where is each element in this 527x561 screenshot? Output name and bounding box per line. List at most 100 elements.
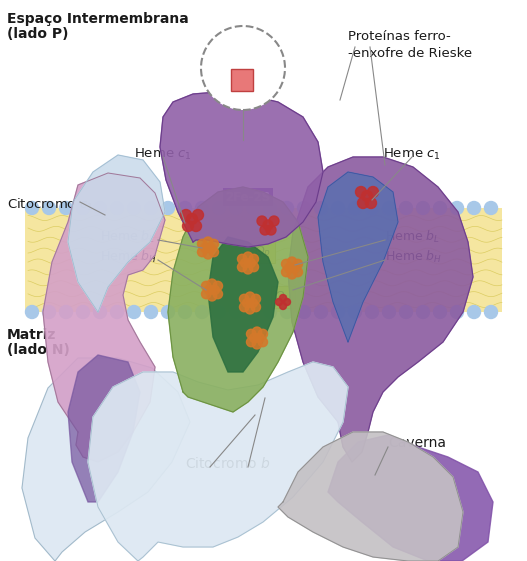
Circle shape — [280, 201, 294, 214]
Circle shape — [279, 302, 287, 310]
Circle shape — [76, 306, 90, 319]
Circle shape — [209, 240, 219, 249]
Circle shape — [209, 247, 219, 257]
Circle shape — [293, 268, 302, 277]
Circle shape — [210, 286, 219, 295]
Circle shape — [196, 201, 209, 214]
Circle shape — [229, 201, 242, 214]
Circle shape — [366, 201, 378, 214]
Polygon shape — [43, 173, 165, 462]
Circle shape — [198, 247, 207, 257]
Text: $Q_P$: $Q_P$ — [255, 245, 271, 260]
Circle shape — [203, 237, 213, 246]
Circle shape — [182, 220, 193, 232]
Circle shape — [264, 201, 277, 214]
Circle shape — [383, 306, 395, 319]
Circle shape — [25, 201, 38, 214]
Circle shape — [284, 298, 290, 306]
Circle shape — [213, 289, 222, 298]
Circle shape — [416, 306, 430, 319]
Circle shape — [287, 270, 297, 279]
Circle shape — [251, 295, 260, 304]
Polygon shape — [208, 237, 278, 372]
Circle shape — [212, 201, 226, 214]
Circle shape — [161, 306, 174, 319]
Circle shape — [250, 333, 259, 343]
Circle shape — [241, 258, 250, 268]
Circle shape — [76, 201, 90, 214]
Circle shape — [181, 209, 191, 220]
Text: Citocromo $b$: Citocromo $b$ — [185, 456, 271, 471]
Circle shape — [43, 201, 55, 214]
Circle shape — [315, 306, 327, 319]
Circle shape — [93, 201, 106, 214]
Circle shape — [248, 298, 257, 307]
Text: Matriz: Matriz — [7, 328, 56, 342]
Polygon shape — [160, 92, 323, 247]
Circle shape — [239, 302, 249, 312]
Circle shape — [111, 201, 123, 214]
Circle shape — [348, 201, 362, 214]
Text: $Q_N$: $Q_N$ — [274, 289, 292, 305]
Text: Espaço Intermembrana: Espaço Intermembrana — [7, 12, 189, 26]
Circle shape — [246, 292, 255, 301]
Polygon shape — [328, 435, 493, 561]
Circle shape — [204, 286, 214, 295]
Circle shape — [204, 245, 212, 251]
Circle shape — [251, 302, 260, 312]
Circle shape — [25, 306, 38, 319]
Circle shape — [399, 306, 413, 319]
Text: -enxofre de Rieske: -enxofre de Rieske — [348, 47, 472, 60]
Text: Heme $b_L$: Heme $b_L$ — [385, 229, 440, 245]
Circle shape — [362, 191, 373, 201]
Text: Proteínas ferro-: Proteínas ferro- — [348, 30, 451, 43]
Circle shape — [201, 26, 285, 110]
Text: Heme $b_L$: Heme $b_L$ — [100, 229, 155, 245]
Circle shape — [281, 259, 291, 269]
Text: Citocromo $c_1$: Citocromo $c_1$ — [7, 197, 94, 213]
Circle shape — [290, 263, 299, 273]
Circle shape — [367, 186, 378, 197]
Circle shape — [242, 298, 252, 307]
Circle shape — [60, 201, 73, 214]
Circle shape — [331, 306, 345, 319]
Circle shape — [366, 306, 378, 319]
Circle shape — [247, 300, 253, 307]
Circle shape — [263, 220, 273, 230]
Circle shape — [247, 201, 259, 214]
Bar — [25, 208, 502, 312]
Circle shape — [60, 306, 73, 319]
Circle shape — [128, 201, 141, 214]
Circle shape — [434, 201, 446, 214]
Circle shape — [246, 258, 256, 268]
Circle shape — [287, 257, 297, 266]
Text: (lado N): (lado N) — [7, 343, 70, 357]
Circle shape — [281, 268, 291, 277]
Circle shape — [238, 254, 247, 264]
Circle shape — [43, 306, 55, 319]
Circle shape — [269, 216, 279, 226]
Text: Heme $c_1$: Heme $c_1$ — [134, 147, 192, 162]
Circle shape — [348, 306, 362, 319]
Circle shape — [243, 252, 252, 261]
Text: Heme $b_H$: Heme $b_H$ — [385, 249, 442, 265]
Circle shape — [266, 225, 276, 235]
Text: Cit $c$: Cit $c$ — [226, 52, 260, 68]
Circle shape — [207, 292, 217, 301]
Circle shape — [276, 298, 282, 306]
Circle shape — [285, 263, 294, 273]
Circle shape — [260, 225, 270, 235]
Circle shape — [264, 306, 277, 319]
Polygon shape — [318, 172, 398, 342]
Circle shape — [451, 306, 464, 319]
Circle shape — [279, 295, 287, 301]
Circle shape — [252, 327, 262, 337]
Circle shape — [258, 329, 268, 339]
Circle shape — [190, 220, 201, 232]
Polygon shape — [68, 155, 165, 312]
Circle shape — [249, 263, 259, 272]
Circle shape — [161, 201, 174, 214]
Polygon shape — [88, 362, 348, 561]
Circle shape — [198, 240, 207, 249]
FancyBboxPatch shape — [231, 69, 253, 91]
